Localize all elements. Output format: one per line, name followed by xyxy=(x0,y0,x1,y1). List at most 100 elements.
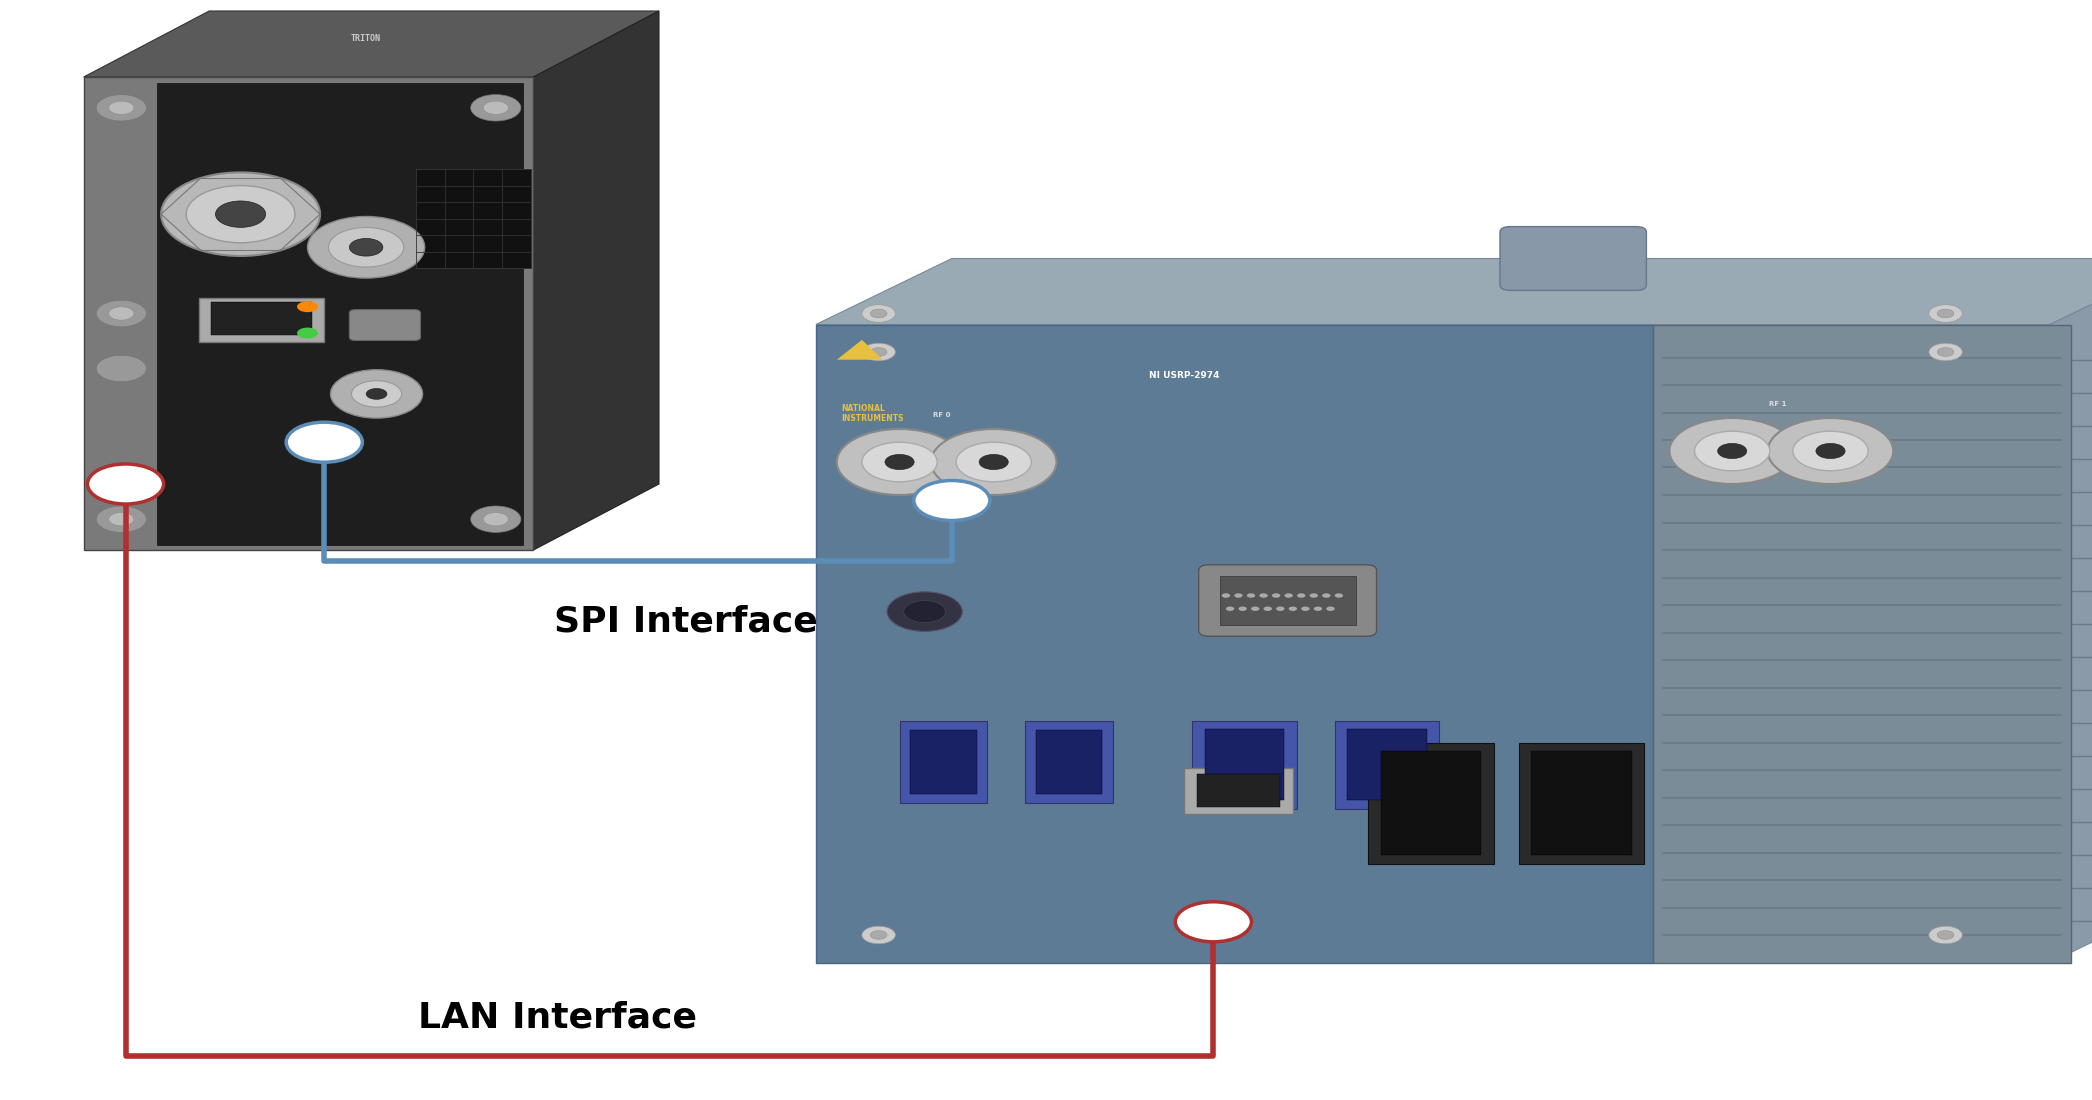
Circle shape xyxy=(1301,606,1310,610)
Circle shape xyxy=(1234,593,1243,597)
Circle shape xyxy=(1816,443,1845,459)
Circle shape xyxy=(904,601,946,623)
Polygon shape xyxy=(533,11,659,550)
FancyBboxPatch shape xyxy=(1531,751,1632,855)
FancyBboxPatch shape xyxy=(349,310,420,341)
Text: TRITON: TRITON xyxy=(351,34,381,43)
FancyBboxPatch shape xyxy=(1192,720,1297,808)
FancyBboxPatch shape xyxy=(199,298,324,342)
Circle shape xyxy=(1669,418,1795,484)
Circle shape xyxy=(1176,902,1251,942)
FancyBboxPatch shape xyxy=(157,82,523,544)
FancyBboxPatch shape xyxy=(1519,742,1644,864)
Polygon shape xyxy=(2050,258,2092,962)
Circle shape xyxy=(1929,305,1962,322)
Circle shape xyxy=(483,101,508,114)
Circle shape xyxy=(1929,343,1962,361)
Circle shape xyxy=(1259,593,1268,597)
Circle shape xyxy=(331,370,423,418)
Circle shape xyxy=(109,307,134,320)
Circle shape xyxy=(1310,593,1318,597)
Circle shape xyxy=(96,506,146,532)
Circle shape xyxy=(1284,593,1293,597)
Circle shape xyxy=(870,931,887,939)
Circle shape xyxy=(1335,593,1343,597)
Text: RF 0: RF 0 xyxy=(933,412,950,418)
FancyBboxPatch shape xyxy=(211,302,312,336)
Circle shape xyxy=(887,592,962,631)
Circle shape xyxy=(96,300,146,327)
Circle shape xyxy=(1326,606,1335,610)
Circle shape xyxy=(1937,309,1954,318)
Text: SPI Interface: SPI Interface xyxy=(554,605,818,638)
Circle shape xyxy=(96,355,146,382)
Circle shape xyxy=(1272,593,1280,597)
Circle shape xyxy=(885,454,914,470)
Circle shape xyxy=(1929,926,1962,944)
Polygon shape xyxy=(84,11,659,77)
Circle shape xyxy=(328,228,404,267)
FancyBboxPatch shape xyxy=(1036,730,1102,794)
Circle shape xyxy=(471,95,521,121)
FancyBboxPatch shape xyxy=(1368,742,1494,864)
Circle shape xyxy=(471,506,521,532)
FancyBboxPatch shape xyxy=(84,77,533,550)
Circle shape xyxy=(351,381,402,407)
Circle shape xyxy=(1937,931,1954,939)
Text: LAN Interface: LAN Interface xyxy=(418,1001,697,1034)
Circle shape xyxy=(862,343,895,361)
FancyBboxPatch shape xyxy=(1653,324,2071,963)
Circle shape xyxy=(1276,606,1284,610)
Circle shape xyxy=(287,422,362,462)
FancyBboxPatch shape xyxy=(1197,774,1280,807)
Circle shape xyxy=(96,95,146,121)
Circle shape xyxy=(308,217,425,278)
FancyBboxPatch shape xyxy=(816,324,1653,963)
Circle shape xyxy=(1314,606,1322,610)
Circle shape xyxy=(1695,431,1770,471)
FancyBboxPatch shape xyxy=(1335,720,1439,808)
Circle shape xyxy=(870,309,887,318)
Circle shape xyxy=(88,464,163,504)
Circle shape xyxy=(931,429,1056,495)
Circle shape xyxy=(1937,348,1954,356)
Circle shape xyxy=(186,186,295,243)
Circle shape xyxy=(1322,593,1331,597)
FancyBboxPatch shape xyxy=(910,730,977,794)
Text: NI USRP-2974: NI USRP-2974 xyxy=(1149,371,1220,380)
FancyBboxPatch shape xyxy=(1205,729,1284,800)
Circle shape xyxy=(914,481,990,520)
Circle shape xyxy=(979,454,1008,470)
Circle shape xyxy=(1718,443,1747,459)
Circle shape xyxy=(862,926,895,944)
Circle shape xyxy=(870,348,887,356)
Circle shape xyxy=(1264,606,1272,610)
Circle shape xyxy=(215,201,266,228)
Circle shape xyxy=(349,239,383,256)
FancyBboxPatch shape xyxy=(900,720,987,803)
Circle shape xyxy=(1768,418,1893,484)
Circle shape xyxy=(109,513,134,526)
Circle shape xyxy=(1251,606,1259,610)
Polygon shape xyxy=(837,340,883,360)
FancyBboxPatch shape xyxy=(416,169,531,268)
Circle shape xyxy=(109,101,134,114)
Circle shape xyxy=(1793,431,1868,471)
Circle shape xyxy=(297,328,318,339)
Text: NATIONAL
INSTRUMENTS: NATIONAL INSTRUMENTS xyxy=(841,404,904,424)
Circle shape xyxy=(1226,606,1234,610)
Circle shape xyxy=(1289,606,1297,610)
Circle shape xyxy=(1247,593,1255,597)
FancyBboxPatch shape xyxy=(1184,768,1293,814)
Circle shape xyxy=(1238,606,1247,610)
Circle shape xyxy=(862,442,937,482)
Circle shape xyxy=(366,388,387,399)
Circle shape xyxy=(837,429,962,495)
Polygon shape xyxy=(816,258,2092,324)
Circle shape xyxy=(483,513,508,526)
FancyBboxPatch shape xyxy=(1381,751,1481,855)
FancyBboxPatch shape xyxy=(1025,720,1113,803)
Circle shape xyxy=(297,301,318,312)
FancyBboxPatch shape xyxy=(1347,729,1427,800)
Circle shape xyxy=(1222,593,1230,597)
